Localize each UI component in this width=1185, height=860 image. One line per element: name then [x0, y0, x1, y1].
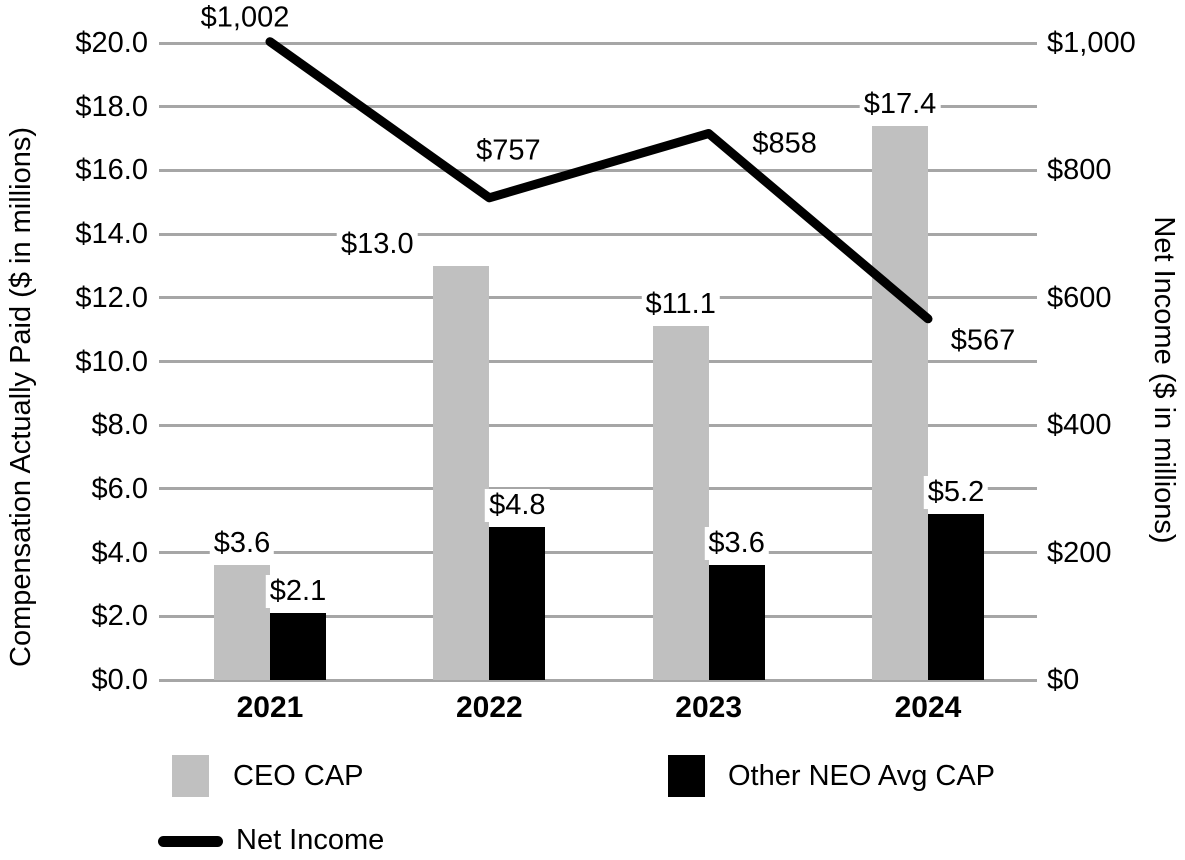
bar-other-neo-avg-cap-2024: [927, 514, 984, 680]
left-axis-tick: $12.0: [75, 281, 148, 314]
left-axis-tick: $18.0: [75, 90, 148, 123]
label-other-neo-avg-cap-2024: $5.2: [923, 476, 989, 510]
left-axis-tick: $0.0: [91, 664, 148, 696]
left-axis-tick: $10.0: [75, 345, 148, 378]
left-axis-tick: $14.0: [75, 218, 148, 251]
label-ceo-cap-2024: $17.4: [859, 87, 941, 121]
left-axis-tick: $16.0: [75, 154, 148, 187]
label-other-neo-avg-cap-2021: $2.1: [265, 575, 331, 609]
legend-label-net-income: Net Income: [236, 824, 385, 856]
x-axis-label-2021: 2021: [236, 691, 304, 724]
bar-other-neo-avg-cap-2022: [489, 527, 546, 680]
legend-label-other-neo-avg-cap: Other NEO Avg CAP: [728, 760, 996, 792]
right-axis-title: Net Income ($ in millions): [1148, 216, 1180, 544]
label-ceo-cap-2022: $13.0: [337, 227, 418, 261]
label-ceo-cap-2021: $3.6: [209, 527, 275, 561]
label-net-income-2021: $1,002: [196, 1, 294, 35]
bar-ceo-cap-2024: [871, 125, 928, 680]
gridline: [159, 423, 1037, 427]
net-income-polyline: [265, 37, 933, 324]
gridline: [159, 41, 1037, 45]
right-axis-tick: $200: [1047, 536, 1112, 569]
bar-ceo-cap-2023: [652, 326, 709, 680]
legend-label-ceo-cap: CEO CAP: [233, 760, 364, 792]
label-other-neo-avg-cap-2022: $4.8: [485, 489, 550, 523]
bar-ceo-cap-2022: [433, 265, 490, 680]
left-axis-tick: $20.0: [75, 27, 148, 59]
label-net-income-2024: $567: [946, 324, 1020, 358]
gridline: [159, 551, 1037, 555]
left-axis-tick: $2.0: [91, 600, 148, 633]
legend-swatch-net-income: [158, 836, 223, 847]
gridline: [159, 487, 1037, 491]
x-axis-label-2024: 2024: [894, 691, 962, 724]
left-axis-tick: $6.0: [91, 472, 148, 505]
gridline: [159, 678, 1037, 682]
right-axis-tick: $800: [1047, 154, 1112, 187]
label-net-income-2022: $757: [472, 134, 545, 168]
left-axis-tick: $8.0: [91, 409, 148, 442]
label-other-neo-avg-cap-2023: $3.6: [704, 527, 769, 561]
x-axis-label-2022: 2022: [455, 691, 523, 724]
bar-other-neo-avg-cap-2023: [708, 565, 765, 680]
left-axis-title: Compensation Actually Paid ($ in million…: [5, 127, 37, 667]
legend-swatch-ceo-cap: [172, 755, 209, 797]
bar-ceo-cap-2021: [214, 565, 270, 680]
label-net-income-2023: $858: [748, 127, 821, 161]
right-axis-tick: $400: [1047, 409, 1112, 442]
x-axis-label-2023: 2023: [675, 691, 743, 724]
right-axis-tick: $1,000: [1047, 27, 1136, 59]
legend-swatch-other-neo-avg-cap: [668, 755, 705, 797]
bar-other-neo-avg-cap-2021: [270, 613, 326, 680]
gridline: [159, 360, 1037, 363]
right-axis-tick: $600: [1047, 281, 1112, 314]
gridline: [159, 614, 1037, 618]
label-ceo-cap-2023: $11.1: [641, 288, 720, 322]
right-axis-tick: $0: [1047, 664, 1080, 696]
left-axis-tick: $4.0: [91, 536, 148, 569]
